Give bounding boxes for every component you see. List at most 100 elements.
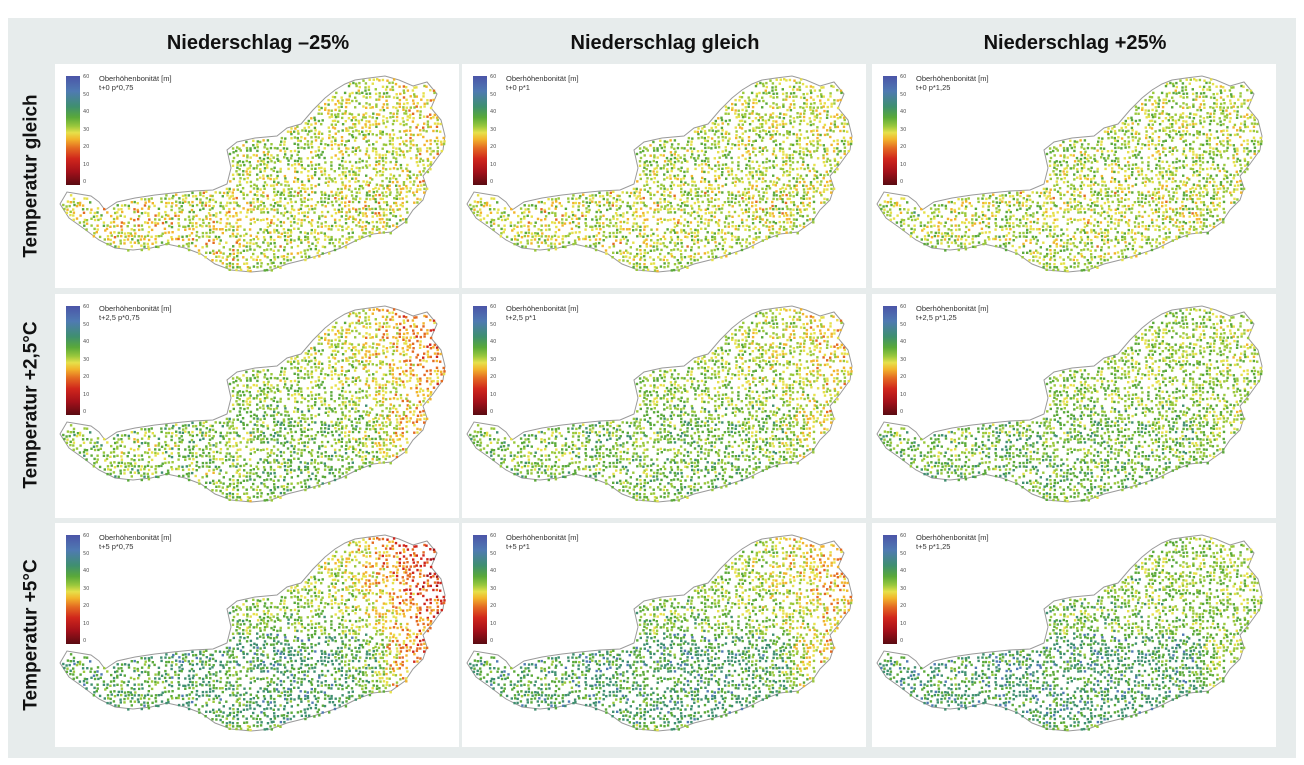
legend-tick-label: 10 <box>83 161 90 168</box>
legend-title: Oberhöhenbonität [m] t+0 p*1,25 <box>916 74 989 92</box>
legend-ticks: 60 50 40 30 20 10 0 <box>83 74 97 188</box>
legend-tick-label: 0 <box>83 409 87 415</box>
map-panel: 60 50 40 30 20 10 0 Oberhöhenbonität [m] t+2,5 p… <box>462 294 866 518</box>
legend-tick-label: 0 <box>490 638 494 644</box>
scenario-label: t+2,5 p*0,75 <box>99 313 140 322</box>
legend-tick-label: 40 <box>83 568 90 574</box>
column-title-precip-plus-25: Niederschlag +25% <box>983 32 1167 54</box>
legend-tick-label: 30 <box>83 356 90 363</box>
site-dots <box>469 78 853 273</box>
legend-tick-label: 10 <box>490 620 497 627</box>
legend-ticks: 60 50 40 30 20 10 0 <box>900 304 914 418</box>
legend-tick-label: 20 <box>83 374 90 380</box>
austria-map <box>466 305 853 503</box>
legend-tick-label: 60 <box>900 533 907 539</box>
map-panel: 60 50 40 30 20 10 0 Oberhöhenbonität [m] t+5 p*1… <box>872 523 1276 747</box>
legend-colorbar <box>473 76 487 185</box>
figure-frame: Niederschlag –25% Niederschlag gleich Ni… <box>8 18 1296 758</box>
legend-tick-label: 20 <box>490 374 497 380</box>
site-dots <box>879 537 1263 732</box>
legend-tick-label: 0 <box>900 638 904 644</box>
legend-tick-label: 20 <box>900 603 907 609</box>
legend-tick-label: 30 <box>490 126 497 133</box>
austria-map <box>876 75 1263 273</box>
legend-colorbar <box>473 535 487 644</box>
legend-ticks: 60 50 40 30 20 10 0 <box>490 74 504 188</box>
row-title-temp-plus-2-5: Temperatur +2,5°C <box>21 321 43 489</box>
legend-tick-label: 30 <box>900 126 907 133</box>
map-panel: 60 50 40 30 20 10 0 Oberhöhenbonität [m] t+2,5 p… <box>872 294 1276 518</box>
legend-tick-label: 30 <box>900 356 907 363</box>
austria-map <box>466 534 853 732</box>
scenario-label: t+5 p*1,25 <box>916 542 951 551</box>
legend-tick-label: 50 <box>83 91 90 98</box>
austria-map <box>59 75 446 273</box>
map-panel: 60 50 40 30 20 10 0 Oberhöhenbonität [m] t+0 p*1… <box>872 64 1276 288</box>
legend-tick-label: 20 <box>900 144 907 150</box>
legend-tick-label: 30 <box>490 585 497 592</box>
scenario-label: t+5 p*0,75 <box>99 542 134 551</box>
legend-tick-label: 30 <box>490 356 497 363</box>
legend-tick-label: 20 <box>83 144 90 150</box>
austria-map <box>59 305 446 503</box>
legend-tick-label: 50 <box>490 321 497 328</box>
legend-ticks: 60 50 40 30 20 10 0 <box>490 533 504 647</box>
legend-title-text: Oberhöhenbonität [m] <box>916 304 989 313</box>
scenario-label: t+0 p*1,25 <box>916 83 951 92</box>
legend-title: Oberhöhenbonität [m] t+2,5 p*0,75 <box>99 304 172 322</box>
scenario-label: t+2,5 p*1 <box>506 313 537 322</box>
legend-tick-label: 60 <box>900 74 907 80</box>
austria-map <box>876 534 1263 732</box>
legend-tick-label: 0 <box>490 409 494 415</box>
legend-title: Oberhöhenbonität [m] t+0 p*1 <box>506 74 579 92</box>
legend-tick-label: 40 <box>900 109 907 115</box>
row-title-temp-plus-5: Temperatur +5°C <box>21 559 43 711</box>
legend-tick-label: 40 <box>900 339 907 345</box>
legend-tick-label: 30 <box>83 585 90 592</box>
legend-tick-label: 50 <box>490 91 497 98</box>
legend-tick-label: 0 <box>900 179 904 185</box>
scenario-label: t+5 p*1 <box>506 542 530 551</box>
site-dots <box>62 537 446 732</box>
legend-colorbar <box>66 306 80 415</box>
legend-ticks: 60 50 40 30 20 10 0 <box>900 533 914 647</box>
legend-tick-label: 20 <box>900 374 907 380</box>
legend-tick-label: 10 <box>900 620 907 627</box>
legend-colorbar <box>883 76 897 185</box>
legend-tick-label: 20 <box>490 144 497 150</box>
legend-tick-label: 0 <box>900 409 904 415</box>
legend-tick-label: 60 <box>83 74 90 80</box>
legend-tick-label: 20 <box>490 603 497 609</box>
column-title-precip-equal: Niederschlag gleich <box>570 32 760 54</box>
austria-map <box>59 534 446 732</box>
scenario-label: t+0 p*1 <box>506 83 530 92</box>
legend-tick-label: 40 <box>83 339 90 345</box>
map-panel: 60 50 40 30 20 10 0 Oberhöhenbonität [m] t+2,5 p… <box>55 294 459 518</box>
legend-tick-label: 10 <box>900 391 907 398</box>
legend-title-text: Oberhöhenbonität [m] <box>506 304 579 313</box>
legend-tick-label: 20 <box>83 603 90 609</box>
legend-tick-label: 50 <box>900 550 907 557</box>
legend-colorbar <box>473 306 487 415</box>
legend-tick-label: 60 <box>490 74 497 80</box>
austria-map <box>466 75 853 273</box>
legend-tick-label: 30 <box>900 585 907 592</box>
legend-tick-label: 10 <box>490 391 497 398</box>
legend-tick-label: 40 <box>490 568 497 574</box>
legend-title-text: Oberhöhenbonität [m] <box>99 74 172 83</box>
legend-tick-label: 50 <box>83 321 90 328</box>
legend-title-text: Oberhöhenbonität [m] <box>99 533 172 542</box>
legend-colorbar <box>883 306 897 415</box>
legend-tick-label: 60 <box>490 304 497 310</box>
legend-title: Oberhöhenbonität [m] t+5 p*1 <box>506 533 579 551</box>
legend-tick-label: 10 <box>900 161 907 168</box>
site-dots <box>879 78 1263 273</box>
legend-title-text: Oberhöhenbonität [m] <box>506 74 579 83</box>
legend-title-text: Oberhöhenbonität [m] <box>916 533 989 542</box>
legend-title-text: Oberhöhenbonität [m] <box>916 74 989 83</box>
legend-ticks: 60 50 40 30 20 10 0 <box>83 304 97 418</box>
legend-tick-label: 0 <box>83 179 87 185</box>
legend-title: Oberhöhenbonität [m] t+0 p*0,75 <box>99 74 172 92</box>
map-panel: 60 50 40 30 20 10 0 Oberhöhenbonität [m] t+0 p*0… <box>55 64 459 288</box>
column-title-precip-minus-25: Niederschlag –25% <box>166 32 350 54</box>
